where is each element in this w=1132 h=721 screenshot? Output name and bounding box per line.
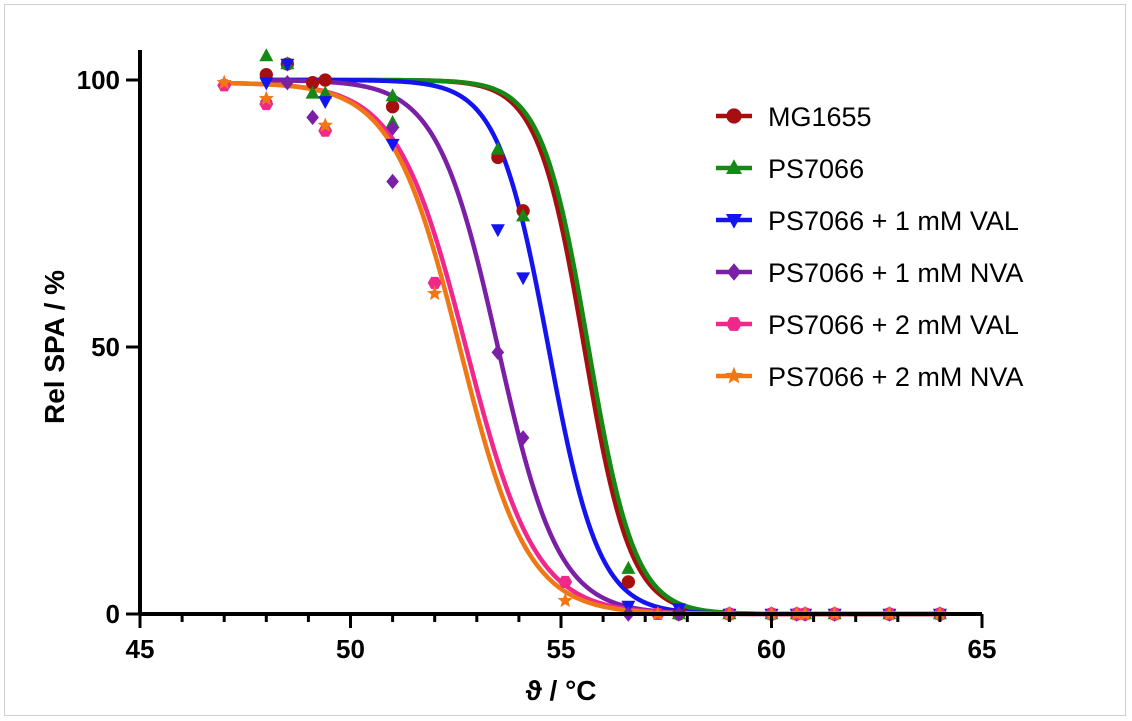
data-point bbox=[516, 208, 531, 222]
y-tick-label: 0 bbox=[106, 599, 120, 629]
x-tick-label: 45 bbox=[126, 634, 155, 664]
legend-marker bbox=[726, 263, 742, 281]
data-point bbox=[318, 96, 333, 110]
data-point bbox=[317, 117, 333, 132]
legend-marker bbox=[726, 214, 742, 229]
legend-label: MG1655 bbox=[768, 102, 872, 132]
data-point bbox=[386, 173, 399, 190]
data-point bbox=[427, 285, 443, 301]
legend-marker bbox=[726, 317, 742, 331]
legend-item: PS7066 + 2 mM VAL bbox=[716, 310, 1019, 340]
legend-label: PS7066 + 1 mM NVA bbox=[768, 258, 1023, 288]
data-point bbox=[216, 74, 232, 90]
axes: 45 50 55 60 65 0 50 100 bbox=[77, 50, 997, 664]
data-point bbox=[490, 141, 505, 155]
legend-marker bbox=[726, 108, 742, 124]
x-tick-label: 55 bbox=[547, 634, 576, 664]
data-point bbox=[558, 575, 573, 589]
data-point bbox=[557, 592, 573, 608]
data-point bbox=[306, 109, 319, 126]
series-points bbox=[259, 58, 947, 622]
data-point bbox=[385, 100, 400, 114]
data-point bbox=[386, 120, 399, 136]
data-point bbox=[305, 76, 320, 90]
data-point bbox=[516, 430, 530, 446]
y-tick-label: 50 bbox=[91, 332, 120, 362]
data-point bbox=[305, 85, 320, 99]
x-tick-label: 50 bbox=[336, 634, 365, 664]
data-point bbox=[258, 90, 274, 106]
data-point bbox=[427, 276, 442, 289]
data-point bbox=[491, 344, 505, 361]
data-point bbox=[281, 74, 294, 91]
data-point bbox=[259, 48, 274, 62]
data-point bbox=[280, 58, 295, 72]
legend-label: PS7066 + 2 mM VAL bbox=[768, 310, 1019, 340]
data-point bbox=[516, 272, 531, 286]
data-point bbox=[621, 560, 636, 574]
data-point bbox=[385, 138, 400, 152]
legend-item: MG1655 bbox=[716, 102, 872, 132]
legend-label: PS7066 bbox=[768, 154, 864, 184]
legend-item: PS7066 + 1 mM VAL bbox=[716, 206, 1019, 236]
legend-item: PS7066 bbox=[716, 154, 864, 184]
y-tick-label: 100 bbox=[77, 65, 120, 95]
legend-marker bbox=[726, 159, 742, 174]
legend-item: PS7066 + 1 mM NVA bbox=[716, 258, 1023, 288]
data-point bbox=[621, 575, 636, 589]
legend-item: PS7066 + 2 mM NVA bbox=[716, 362, 1023, 392]
data-point bbox=[385, 88, 400, 102]
legend: MG1655 PS7066 PS7066 + 1 mM VAL PS7066 + 1 … bbox=[716, 102, 1023, 392]
x-tick-label: 65 bbox=[968, 634, 997, 664]
x-tick-label: 60 bbox=[757, 634, 786, 664]
legend-label: PS7066 + 1 mM VAL bbox=[768, 206, 1019, 236]
data-point bbox=[259, 77, 274, 91]
data-point bbox=[490, 224, 505, 238]
data-point bbox=[318, 85, 333, 99]
legend-label: PS7066 + 2 mM NVA bbox=[768, 362, 1023, 392]
x-axis-title: ϑ / °C bbox=[525, 675, 596, 706]
y-axis-title: Rel SPA / % bbox=[39, 270, 70, 424]
data-point bbox=[318, 73, 332, 87]
legend-marker bbox=[725, 366, 743, 384]
